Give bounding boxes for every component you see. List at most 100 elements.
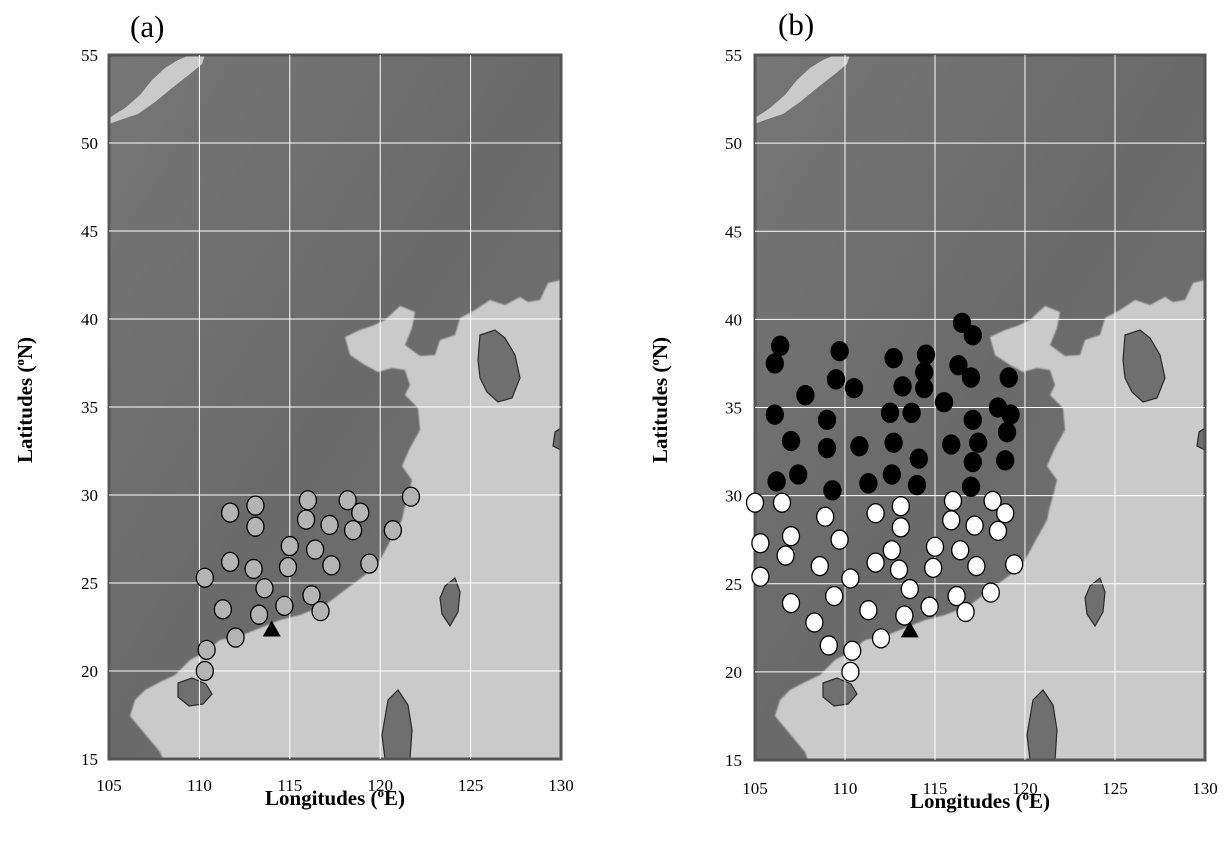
x-tick-label: 130 — [1192, 779, 1218, 798]
station-marker-gray — [280, 535, 299, 557]
station-marker-black — [915, 377, 934, 399]
station-marker-black — [765, 353, 784, 374]
y-tick-label: 30 — [725, 487, 742, 506]
luzon-b — [1026, 689, 1058, 761]
station-marker-black — [882, 464, 901, 485]
taiwan-a — [439, 577, 461, 628]
station-marker-white — [772, 492, 792, 513]
station-marker-gray — [296, 509, 316, 530]
station-marker-white — [781, 526, 801, 547]
station-marker-white — [981, 582, 1000, 603]
y-tick-labels-b: 15 20 25 30 35 40 45 50 55 — [725, 46, 742, 770]
sea-top-b — [755, 55, 850, 124]
y-tick-label: 35 — [81, 398, 98, 417]
x-tick-label: 105 — [96, 776, 122, 795]
x-tick-label: 125 — [458, 776, 484, 795]
y-tick-label: 40 — [81, 310, 98, 329]
station-marker-white — [996, 503, 1015, 524]
panel-b-label: (b) — [778, 7, 814, 42]
station-marker-white — [866, 552, 885, 573]
station-marker-black — [952, 312, 972, 334]
station-marker-black — [850, 436, 869, 457]
station-marker-white — [900, 578, 919, 600]
x-tick-label: 120 — [367, 776, 393, 795]
station-marker-white — [889, 559, 909, 580]
station-marker-gray — [298, 490, 318, 511]
station-marker-black — [767, 471, 786, 492]
station-marker-black — [817, 409, 837, 430]
station-marker-gray — [360, 553, 379, 574]
y-tick-label: 20 — [81, 662, 98, 681]
station-marker-white — [920, 596, 939, 617]
y-tick-label: 55 — [81, 46, 98, 65]
korea-b — [1122, 329, 1166, 403]
station-markers-b — [745, 312, 1024, 683]
station-marker-gray — [305, 539, 325, 560]
panel-a: (a) 15 20 25 30 35 40 45 50 55 105 110 115 120 125 13… — [12, 9, 574, 810]
station-marker-black — [844, 377, 864, 399]
y-tick-label: 45 — [725, 222, 742, 241]
station-marker-white — [882, 540, 901, 561]
station-marker-white — [891, 496, 910, 517]
station-marker-white — [751, 566, 770, 587]
station-marker-white — [871, 628, 891, 649]
station-marker-white — [895, 605, 914, 626]
hainan-b — [822, 677, 858, 707]
y-axis-title-a: Latitudes (oN) — [12, 337, 37, 463]
x-axis-title-a: Longitudes (oE) — [265, 785, 405, 810]
station-marker-black — [963, 451, 982, 473]
panel-a-label: (a) — [130, 9, 164, 44]
x-axis-title-b: Longitudes (oE) — [910, 788, 1050, 813]
station-marker-white — [866, 503, 885, 524]
station-marker-white — [951, 540, 970, 561]
y-tick-label: 45 — [81, 222, 98, 241]
sea-top-a — [109, 55, 205, 124]
station-marker-gray — [195, 660, 214, 682]
station-marker-gray — [213, 599, 233, 620]
x-tick-labels-b: 105 110 115 120 125 130 — [742, 779, 1218, 798]
station-marker-white — [965, 515, 984, 536]
station-marker-white — [841, 568, 860, 589]
station-marker-white — [805, 612, 824, 633]
station-marker-black — [996, 450, 1015, 471]
x-tick-label: 110 — [187, 776, 212, 795]
y-tick-label: 25 — [725, 575, 742, 594]
station-marker-white — [825, 585, 844, 607]
x-tick-label: 110 — [833, 779, 858, 798]
triangle-marker — [262, 620, 281, 637]
station-marker-black — [907, 474, 927, 496]
station-marker-gray — [278, 557, 298, 578]
station-marker-black — [765, 404, 784, 425]
gridlines-b — [755, 55, 1205, 760]
station-marker-white — [891, 517, 910, 538]
y-tick-label: 15 — [81, 750, 98, 769]
triangle-marker — [900, 621, 919, 638]
station-marker-black — [880, 402, 900, 423]
station-marker-black — [909, 448, 928, 469]
station-marker-white — [943, 490, 963, 512]
korea-a — [477, 329, 521, 403]
station-marker-white — [819, 635, 838, 656]
x-tick-label: 120 — [1012, 779, 1038, 798]
x-tick-label: 115 — [923, 779, 948, 798]
x-tick-label: 130 — [548, 776, 574, 795]
station-marker-gray — [255, 578, 274, 599]
station-marker-gray — [302, 585, 321, 606]
station-marker-black — [884, 347, 903, 369]
station-marker-black — [823, 480, 842, 501]
station-marker-black — [902, 402, 921, 423]
panel-b: (b) 15 20 25 30 35 40 45 50 55 105 110 115 120 125 13… — [647, 7, 1218, 813]
station-marker-black — [771, 335, 790, 356]
station-marker-black — [796, 385, 815, 406]
station-marker-gray — [246, 495, 265, 516]
station-marker-black — [949, 355, 968, 376]
x-tick-label: 125 — [1102, 779, 1128, 798]
station-marker-white — [859, 600, 878, 621]
hainan-a — [177, 677, 213, 707]
station-marker-white — [947, 585, 966, 607]
station-marker-black — [884, 432, 903, 453]
station-marker-white — [967, 555, 986, 577]
station-marker-black — [961, 367, 981, 388]
station-marker-gray — [338, 490, 357, 511]
